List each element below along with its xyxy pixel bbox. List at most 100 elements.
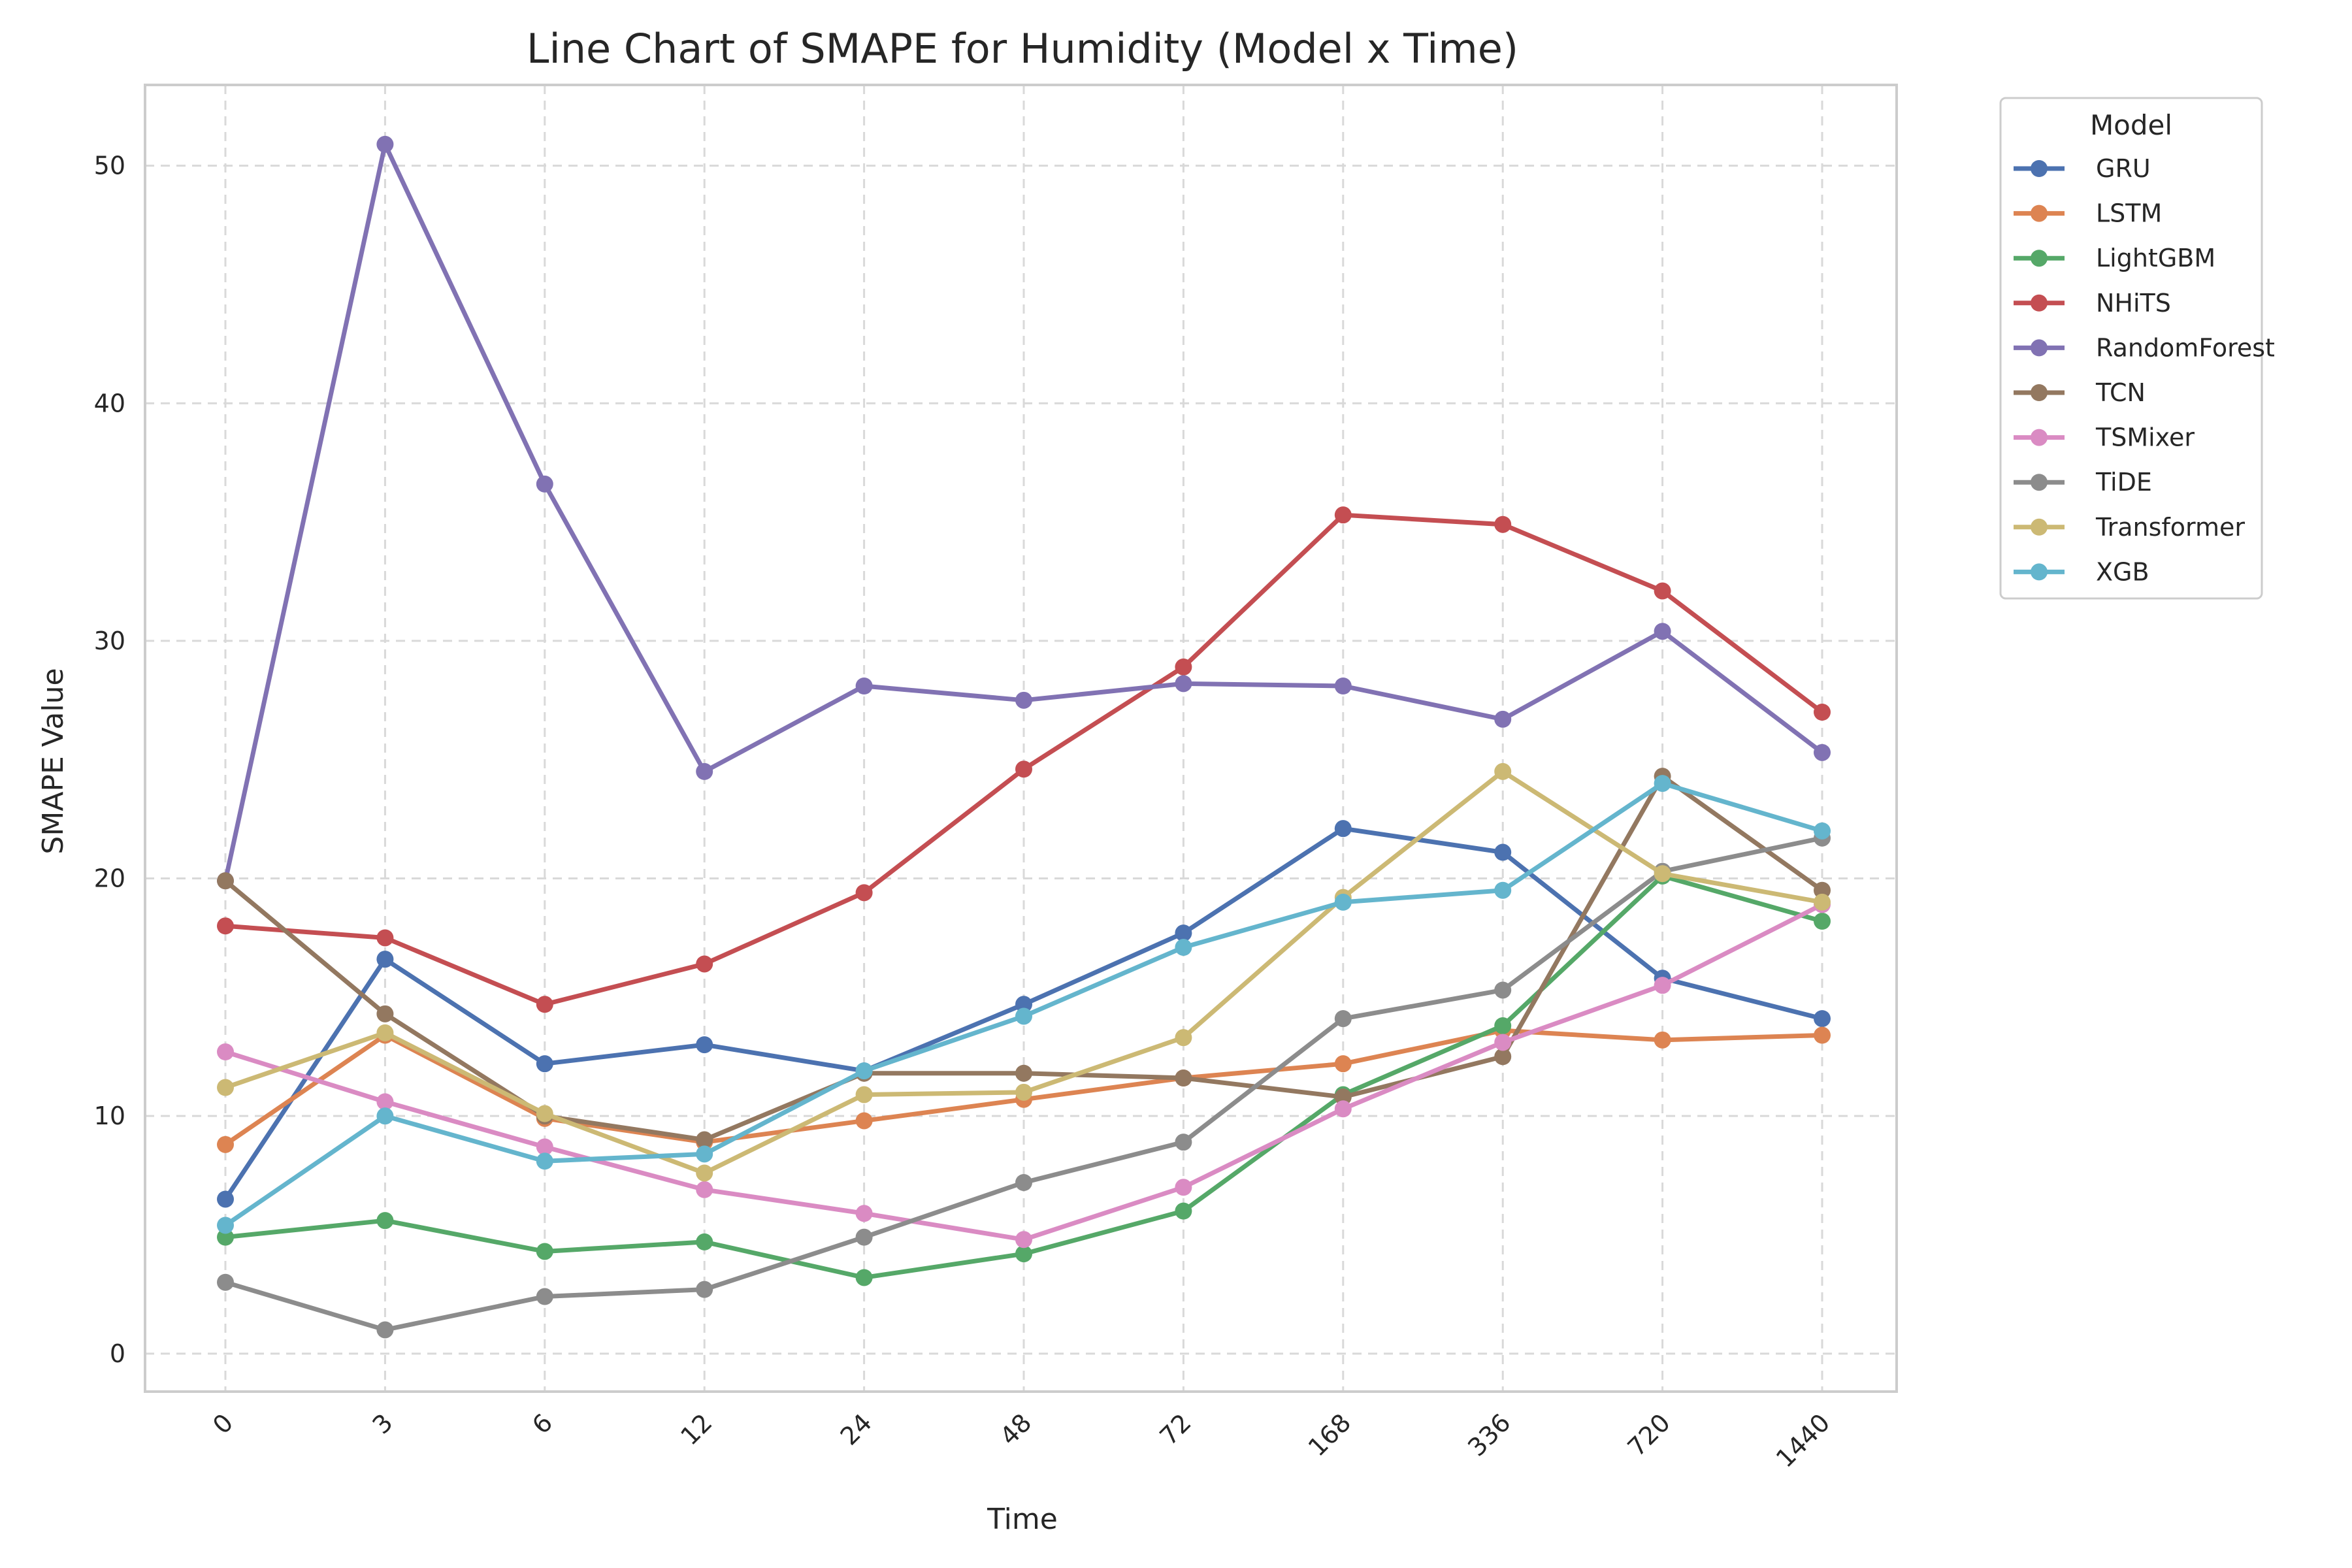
y-tick-label: 20 [94,864,125,893]
data-point [1175,924,1192,942]
data-point [1175,1134,1192,1151]
data-point [536,996,553,1013]
data-point [1654,977,1671,994]
data-point [1175,1029,1192,1047]
data-point [536,1288,553,1305]
legend-title: Model [2090,109,2172,141]
plot-frame [144,84,1898,1393]
data-point [217,872,234,890]
data-point [1814,881,1831,899]
data-point [376,135,394,153]
data-point [376,1321,394,1339]
data-point [855,1112,873,1130]
legend: Model GRU LSTM LightGBM NHiTS RandomForest TC… [1999,97,2275,600]
data-point [855,1228,873,1246]
data-point [1494,1034,1512,1051]
data-point [1494,762,1512,780]
legend-item: XGB [2014,557,2149,586]
legend-label: XGB [2096,557,2149,586]
legend-item: Transformer [2014,513,2245,542]
data-point [1814,893,1831,911]
data-point [1015,1083,1032,1101]
data-point [1494,981,1512,999]
data-point [696,1181,713,1198]
legend-marker [2031,204,2048,222]
data-point [855,884,873,902]
data-point [696,1145,713,1163]
data-point [1814,1010,1831,1028]
data-point [1175,939,1192,956]
series-lines [217,135,1831,1339]
data-point [1175,1070,1192,1086]
legend-label: Transformer [2095,513,2245,542]
legend-marker [2031,339,2048,357]
data-point [1814,704,1831,721]
legend-box [1999,97,2263,600]
data-point [1654,865,1671,883]
data-point [1015,1245,1032,1263]
series-tsmixer [217,896,1831,1249]
data-point [696,1233,713,1250]
legend-label: NHiTS [2096,289,2171,318]
data-point [1015,760,1032,778]
data-point [376,951,394,968]
legend-label: TiDE [2095,468,2152,497]
data-point [696,1131,713,1149]
legend-item: TiDE [2014,468,2152,497]
legend-item: TSMixer [2014,423,2195,452]
legend-marker [2031,518,2048,536]
data-point [376,1093,394,1111]
data-point [1494,1017,1512,1034]
data-point [1814,822,1831,840]
legend-label: LightGBM [2096,244,2215,272]
data-point [217,1135,234,1153]
legend-item: LSTM [2014,199,2162,228]
data-point [1494,710,1512,728]
legend-item: GRU [2014,154,2151,183]
data-point [536,1105,553,1122]
y-tick-label: 10 [94,1102,125,1130]
data-point [1015,1174,1032,1191]
data-point [1814,1026,1831,1044]
data-point [1654,775,1671,792]
data-point [217,1079,234,1096]
data-point [376,929,394,947]
data-point [1654,582,1671,600]
data-point [536,1243,553,1260]
data-point [1015,996,1032,1013]
data-point [1654,623,1671,640]
data-point [1015,1064,1032,1082]
data-point [696,762,713,780]
data-point [1654,1031,1671,1049]
series-tide [217,829,1831,1339]
series-nhits [217,506,1831,1013]
data-point [1015,691,1032,709]
x-axis-label: Time [987,1503,1058,1536]
y-tick-label: 40 [94,389,125,417]
legend-marker [2031,160,2048,177]
data-point [1015,1007,1032,1025]
legend-marker [2031,294,2048,312]
data-point [1334,1088,1352,1106]
data-point [1175,1179,1192,1196]
data-point [376,1107,394,1125]
y-axis-ticks: 0 10 20 30 40 50 [94,152,125,1368]
data-point [217,1228,234,1246]
chart-title: Line Chart of SMAPE for Humidity (Model … [527,25,1518,73]
legend-label: TSMixer [2095,423,2195,452]
data-point [1175,658,1192,676]
legend-marker [2031,429,2048,446]
legend-items: GRU LSTM LightGBM NHiTS RandomForest TCN TSMix… [2014,154,2275,586]
data-point [1175,675,1192,693]
data-point [1015,1231,1032,1249]
data-point [536,1138,553,1156]
legend-marker [2031,563,2048,581]
data-point [217,1043,234,1060]
data-point [1494,843,1512,861]
data-point [1334,820,1352,838]
data-point [696,1281,713,1298]
legend-label: LSTM [2096,199,2162,228]
